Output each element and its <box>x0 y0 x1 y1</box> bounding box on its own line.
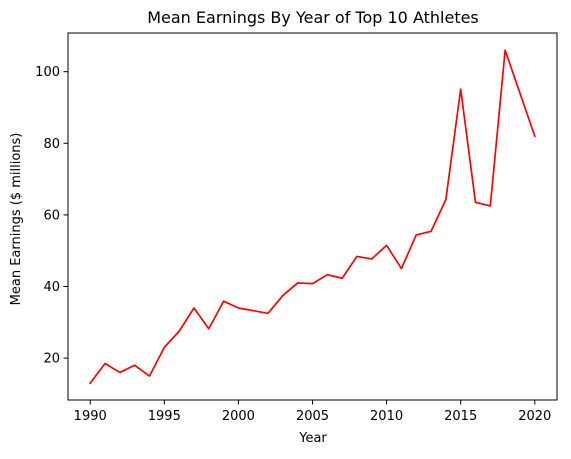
x-tick-label: 2020 <box>518 409 551 424</box>
series-line-0 <box>89 49 536 385</box>
x-tick-label: 2000 <box>222 409 255 424</box>
y-axis-label: Mean Earnings ($ millions) <box>9 133 24 306</box>
y-tick-label: 40 <box>43 280 60 295</box>
x-axis-label: Year <box>298 431 327 446</box>
y-tick-label: 80 <box>43 137 60 152</box>
y-tick-label: 20 <box>43 352 60 367</box>
y-tick-label: 100 <box>35 65 60 80</box>
axes-frame <box>67 32 558 401</box>
x-tick-label: 2015 <box>444 409 477 424</box>
x-tick-label: 1995 <box>148 409 181 424</box>
x-tick-label: 2010 <box>370 409 403 424</box>
y-tick-label: 60 <box>43 208 60 223</box>
chart-title: Mean Earnings By Year of Top 10 Athletes <box>147 8 479 27</box>
x-tick-label: 1990 <box>74 409 107 424</box>
x-tick-label: 2005 <box>296 409 329 424</box>
